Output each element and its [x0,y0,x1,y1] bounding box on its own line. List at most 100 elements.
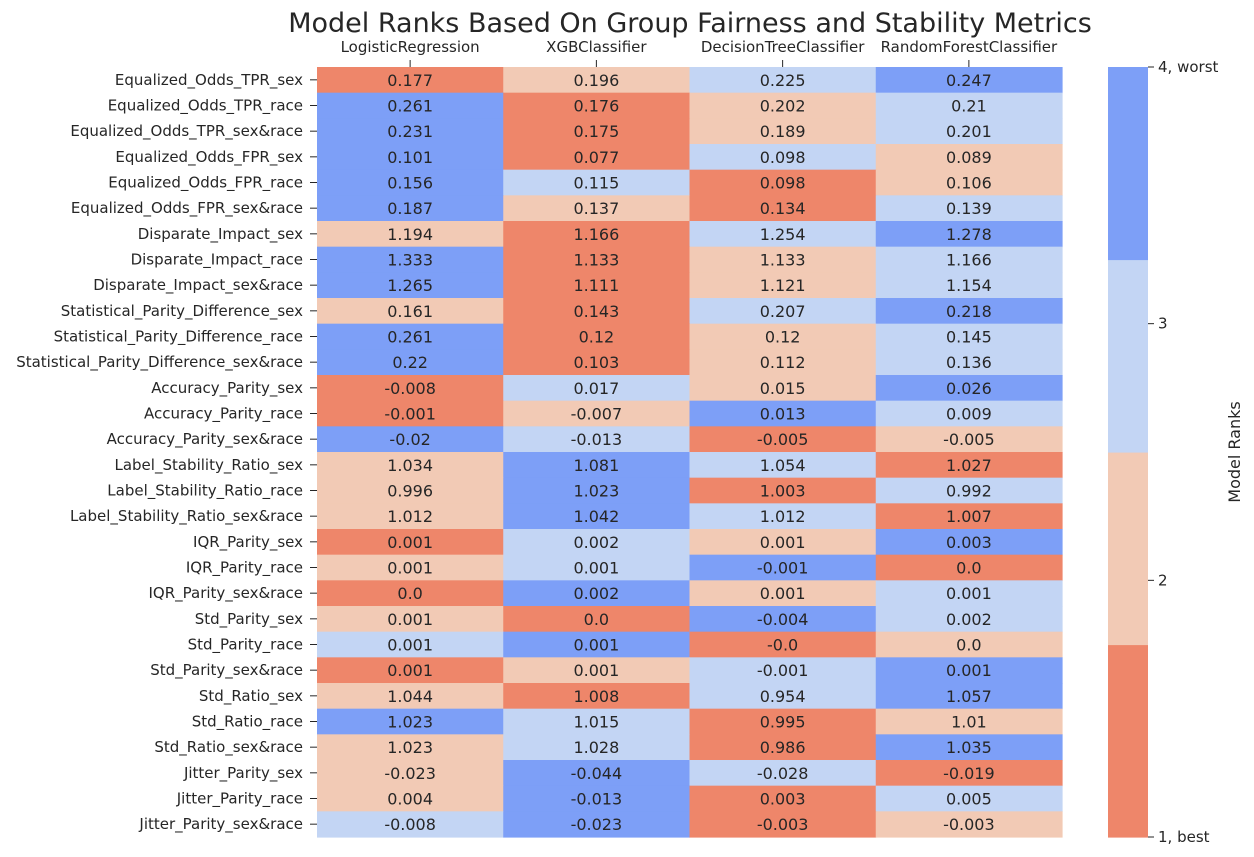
row-label: Statistical_Parity_Difference_sex&race [16,353,303,372]
heatmap-cell [317,452,504,479]
heatmap-cell [317,400,504,427]
row-label: Equalized_Odds_TPR_sex&race [70,122,303,141]
row-label: Equalized_Odds_TPR_sex [115,71,303,90]
heatmap-cell [875,92,1063,119]
cell-value: 0.176 [573,97,619,116]
heatmap-cell [503,785,691,812]
heatmap-cells [317,67,1063,838]
column-tick-marks [409,60,970,67]
cell-value: 0.089 [946,148,992,167]
heatmap-cell [689,375,877,402]
heatmap-cell [875,811,1063,838]
heatmap-cell [503,606,691,633]
cell-value: -0.02 [389,430,430,449]
cell-value: 1.023 [387,713,433,732]
heatmap-cell [317,67,504,94]
cell-value: 0.189 [760,122,806,141]
row-label: Disparate_Impact_race [131,251,303,270]
heatmap-cell [503,529,691,556]
heatmap-cell [875,400,1063,427]
colorbar-band [1108,452,1148,646]
heatmap-cell [689,169,877,196]
colorbar-tick-label: 4, worst [1158,58,1219,76]
heatmap-cell [317,811,504,838]
heatmap-cell [503,349,691,376]
cell-value: 0.156 [387,174,433,193]
cell-value: 0.177 [387,71,433,90]
row-label: Statistical_Parity_Difference_sex [61,302,303,321]
heatmap-cell [689,785,877,812]
cell-value: 0.001 [573,661,619,680]
heatmap-cell [875,785,1063,812]
cell-value: 1.042 [573,507,619,526]
heatmap-cell [317,349,504,376]
heatmap-cell [875,631,1063,658]
cell-value: 0.12 [579,328,615,347]
cell-value: -0.008 [384,815,436,834]
heatmap-cell [317,246,504,273]
cell-value: 0.001 [387,559,433,578]
colorbar-tick-label: 1, best [1158,828,1210,846]
heatmap-cell [503,426,691,453]
cell-value: 1.007 [946,507,992,526]
cell-value: 0.001 [387,610,433,629]
heatmap-cell [689,272,877,299]
heatmap-cell [689,657,877,684]
cell-value: 0.247 [946,71,992,90]
cell-value: -0.044 [571,764,623,783]
heatmap-cell [503,657,691,684]
heatmap-cell [317,298,504,325]
heatmap-cell [875,375,1063,402]
heatmap-cell [317,657,504,684]
cell-value: -0.001 [384,405,436,424]
heatmap-cell [317,708,504,735]
cell-value: 0.001 [387,533,433,552]
heatmap-cell [503,92,691,119]
heatmap-cell [689,349,877,376]
heatmap-cell [689,118,877,145]
heatmap-cell [503,631,691,658]
cell-value: -0.005 [757,430,809,449]
column-label: DecisionTreeClassifier [701,38,865,56]
cell-value: 1.028 [573,738,619,757]
column-label: LogisticRegression [341,38,480,56]
colorbar-band [1108,67,1148,261]
heatmap-cell [317,631,504,658]
column-labels: LogisticRegression XGBClassifier DecisionT… [341,38,1058,56]
cell-value: 1.081 [573,456,619,475]
heatmap-cell [875,477,1063,504]
cell-value: -0.023 [571,815,623,834]
heatmap-cell [317,503,504,530]
heatmap-cell [875,606,1063,633]
cell-value: 0.001 [946,584,992,603]
heatmap-cell [317,375,504,402]
heatmap-cell [503,734,691,761]
heatmap-cell [503,503,691,530]
cell-value: -0.007 [571,405,623,424]
cell-value: -0.023 [384,764,436,783]
heatmap-cell [317,118,504,145]
heatmap-cell [317,734,504,761]
row-label: Equalized_Odds_FPR_sex&race [71,199,303,218]
heatmap-cell [317,195,504,222]
heatmap-cell [503,683,691,710]
heatmap-cell [689,298,877,325]
heatmap-cell [503,221,691,248]
cell-value: 0.161 [387,302,433,321]
cell-value: 0.992 [946,482,992,501]
heatmap-cell [689,400,877,427]
row-label: Equalized_Odds_FPR_race [108,174,303,193]
cell-value: 1.008 [573,687,619,706]
heatmap-cell [875,554,1063,581]
cell-value: 0.009 [946,405,992,424]
heatmap-cell [689,67,877,94]
cell-value: 0.196 [573,71,619,90]
cell-value: 0.225 [760,71,806,90]
cell-value: -0.001 [757,559,809,578]
cell-value: 0.002 [946,610,992,629]
heatmap-cell [503,477,691,504]
cell-value: 1.333 [387,251,433,270]
row-label: Jitter_Parity_sex [183,764,303,783]
chart-title: Model Ranks Based On Group Fairness and … [288,8,1092,39]
